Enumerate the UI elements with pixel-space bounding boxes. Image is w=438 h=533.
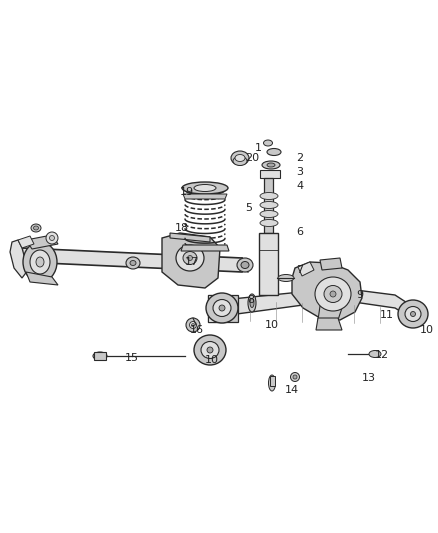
Ellipse shape bbox=[267, 149, 281, 156]
Text: 1: 1 bbox=[255, 143, 262, 153]
Polygon shape bbox=[222, 288, 415, 320]
Bar bbox=[270, 376, 275, 386]
Polygon shape bbox=[10, 240, 28, 278]
Bar bbox=[259, 233, 278, 295]
Text: 6: 6 bbox=[296, 227, 303, 237]
Ellipse shape bbox=[30, 250, 50, 274]
Ellipse shape bbox=[235, 155, 245, 161]
Polygon shape bbox=[162, 233, 220, 288]
Polygon shape bbox=[170, 233, 210, 242]
Ellipse shape bbox=[130, 261, 136, 265]
Text: 17: 17 bbox=[185, 257, 199, 267]
Ellipse shape bbox=[241, 262, 249, 269]
Ellipse shape bbox=[260, 192, 278, 199]
Text: 15: 15 bbox=[125, 353, 139, 363]
Text: 4: 4 bbox=[296, 181, 303, 191]
Polygon shape bbox=[318, 306, 342, 320]
Text: 14: 14 bbox=[285, 385, 299, 395]
Polygon shape bbox=[22, 248, 248, 272]
Ellipse shape bbox=[233, 157, 247, 166]
Text: 19: 19 bbox=[180, 187, 194, 197]
Polygon shape bbox=[260, 170, 280, 178]
Ellipse shape bbox=[260, 201, 278, 208]
Polygon shape bbox=[183, 194, 227, 199]
Ellipse shape bbox=[190, 321, 197, 328]
Polygon shape bbox=[316, 318, 342, 330]
Ellipse shape bbox=[213, 300, 231, 317]
Polygon shape bbox=[26, 235, 58, 249]
Ellipse shape bbox=[31, 224, 41, 232]
Ellipse shape bbox=[23, 242, 57, 282]
Ellipse shape bbox=[398, 300, 428, 328]
Text: 10: 10 bbox=[265, 320, 279, 330]
Polygon shape bbox=[298, 262, 314, 276]
Ellipse shape bbox=[330, 291, 336, 297]
Ellipse shape bbox=[248, 294, 256, 312]
Text: 10: 10 bbox=[205, 355, 219, 365]
Text: 10: 10 bbox=[420, 325, 434, 335]
Polygon shape bbox=[26, 272, 58, 285]
Ellipse shape bbox=[219, 305, 225, 311]
Ellipse shape bbox=[278, 274, 294, 281]
Ellipse shape bbox=[410, 311, 416, 317]
Ellipse shape bbox=[194, 335, 226, 365]
Ellipse shape bbox=[260, 220, 278, 227]
Ellipse shape bbox=[206, 293, 238, 323]
Ellipse shape bbox=[46, 232, 58, 244]
Text: 9: 9 bbox=[356, 290, 363, 300]
Text: 8: 8 bbox=[247, 295, 254, 305]
Ellipse shape bbox=[260, 211, 278, 217]
Ellipse shape bbox=[201, 342, 219, 359]
Ellipse shape bbox=[186, 318, 200, 332]
Text: 18: 18 bbox=[175, 223, 189, 233]
Text: 11: 11 bbox=[380, 310, 394, 320]
Ellipse shape bbox=[36, 257, 44, 267]
Ellipse shape bbox=[267, 163, 275, 167]
Ellipse shape bbox=[237, 258, 253, 272]
Ellipse shape bbox=[33, 226, 39, 230]
Ellipse shape bbox=[262, 161, 280, 169]
Ellipse shape bbox=[93, 352, 107, 360]
Text: 16: 16 bbox=[190, 325, 204, 335]
Ellipse shape bbox=[183, 252, 197, 264]
Ellipse shape bbox=[324, 286, 342, 303]
Ellipse shape bbox=[231, 151, 249, 165]
Text: 20: 20 bbox=[245, 153, 259, 163]
Bar bbox=[94, 352, 106, 360]
Text: 7: 7 bbox=[296, 265, 303, 275]
Ellipse shape bbox=[194, 184, 216, 191]
Text: 12: 12 bbox=[375, 350, 389, 360]
Polygon shape bbox=[292, 262, 362, 320]
Text: 5: 5 bbox=[245, 203, 252, 213]
Ellipse shape bbox=[187, 255, 192, 261]
Ellipse shape bbox=[264, 140, 272, 146]
Text: 3: 3 bbox=[296, 167, 303, 177]
Ellipse shape bbox=[405, 306, 421, 321]
Polygon shape bbox=[18, 236, 34, 248]
Ellipse shape bbox=[250, 298, 254, 308]
Ellipse shape bbox=[290, 373, 300, 382]
Text: 2: 2 bbox=[296, 153, 303, 163]
Ellipse shape bbox=[191, 324, 194, 327]
Ellipse shape bbox=[49, 236, 54, 240]
Ellipse shape bbox=[126, 257, 140, 269]
Bar bbox=[264, 178, 273, 233]
Ellipse shape bbox=[182, 182, 228, 194]
Ellipse shape bbox=[268, 375, 276, 391]
Ellipse shape bbox=[207, 347, 213, 353]
Ellipse shape bbox=[293, 375, 297, 379]
Ellipse shape bbox=[176, 245, 204, 271]
Polygon shape bbox=[181, 245, 229, 251]
Ellipse shape bbox=[315, 277, 351, 311]
Text: 13: 13 bbox=[362, 373, 376, 383]
Ellipse shape bbox=[369, 351, 381, 358]
Polygon shape bbox=[208, 295, 225, 322]
Polygon shape bbox=[320, 258, 342, 270]
Polygon shape bbox=[208, 295, 238, 322]
